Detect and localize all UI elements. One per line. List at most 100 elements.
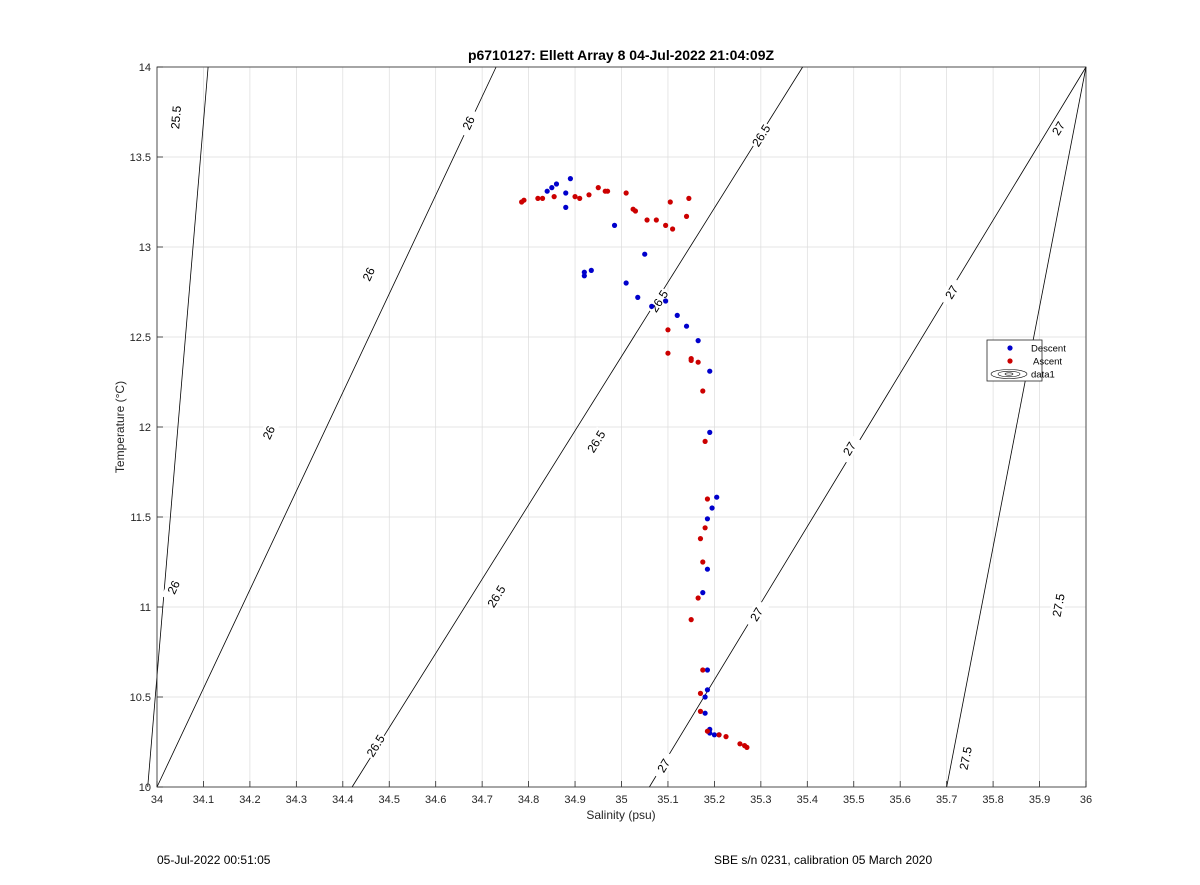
point-descent bbox=[709, 505, 715, 511]
point-ascent bbox=[539, 195, 546, 201]
x-tick-label: 34 bbox=[151, 794, 163, 806]
point-ascent bbox=[700, 667, 706, 673]
x-tick-label: 35.2 bbox=[704, 794, 725, 806]
contour-label: 26 bbox=[256, 417, 281, 448]
legend-label-data1: data1 bbox=[1031, 370, 1055, 381]
point-descent bbox=[704, 516, 711, 522]
point-ascent bbox=[663, 222, 669, 228]
x-tick-label: 35.6 bbox=[889, 794, 910, 806]
y-tick-label: 13 bbox=[139, 242, 151, 254]
x-tick-label: 34.3 bbox=[286, 794, 307, 806]
point-descent bbox=[683, 323, 690, 329]
y-tick-labels: 10 10.5 11 11.5 12 12.5 13 13.5 14 bbox=[130, 62, 151, 794]
x-axis-label: Salinity (psu) bbox=[586, 808, 655, 822]
contour-label: 27.5 bbox=[1048, 591, 1068, 620]
contour-line-25.5 bbox=[147, 66, 209, 788]
point-ascent bbox=[704, 728, 711, 734]
point-descent bbox=[563, 190, 569, 196]
contour-label: 27 bbox=[1045, 113, 1071, 143]
point-descent bbox=[611, 222, 618, 228]
point-descent bbox=[714, 494, 720, 500]
point-ascent bbox=[702, 525, 708, 531]
point-ascent bbox=[702, 438, 708, 444]
point-ascent bbox=[744, 744, 750, 751]
point-descent bbox=[700, 590, 706, 596]
point-ascent bbox=[723, 734, 729, 740]
x-tick-label: 34.9 bbox=[564, 794, 585, 806]
legend-marker-descent bbox=[1007, 345, 1013, 351]
x-tick-labels: 34 34.1 34.2 34.3 34.4 34.5 34.6 34.7 34.8 34.9 35… bbox=[151, 794, 1092, 806]
svg-text:27: 27 bbox=[840, 439, 859, 458]
chart-title: p6710127: Ellett Array 8 04-Jul-2022 21:… bbox=[468, 47, 775, 63]
contour-label: 26 bbox=[456, 108, 481, 138]
legend-box bbox=[986, 339, 1043, 382]
svg-text:26: 26 bbox=[165, 578, 183, 596]
contour-label: 26 bbox=[161, 572, 186, 602]
point-ascent bbox=[572, 194, 578, 200]
point-ascent bbox=[695, 595, 701, 601]
x-tick-label: 34.2 bbox=[239, 794, 260, 806]
svg-text:27.5: 27.5 bbox=[957, 745, 975, 771]
legend[interactable]: Descent Ascent data1 bbox=[986, 339, 1066, 382]
point-descent bbox=[704, 566, 711, 572]
point-ascent bbox=[551, 194, 557, 200]
point-ascent bbox=[697, 536, 704, 542]
contour-line-27 bbox=[649, 66, 1087, 788]
point-ascent bbox=[623, 190, 629, 196]
contour-line-26 bbox=[156, 66, 497, 788]
svg-text:27.5: 27.5 bbox=[1050, 592, 1068, 618]
y-tick-label: 11.5 bbox=[130, 512, 151, 524]
x-tick-label: 35 bbox=[615, 794, 627, 806]
y-tick-label: 12 bbox=[139, 422, 151, 434]
x-tick-label: 34.8 bbox=[518, 794, 539, 806]
y-tick-label: 12.5 bbox=[130, 332, 151, 344]
footer-timestamp: 05-Jul-2022 00:51:05 bbox=[157, 853, 271, 867]
point-descent bbox=[642, 251, 648, 257]
legend-contour-icon bbox=[990, 369, 1028, 379]
point-descent bbox=[674, 312, 680, 318]
point-descent bbox=[695, 338, 701, 344]
y-tick-label: 14 bbox=[139, 62, 151, 74]
point-descent bbox=[588, 267, 594, 273]
point-ascent bbox=[577, 195, 583, 201]
svg-text:27: 27 bbox=[654, 756, 673, 775]
contour-line-26.5 bbox=[351, 66, 803, 788]
point-ascent bbox=[535, 195, 541, 201]
point-ascent bbox=[697, 690, 704, 697]
point-ascent bbox=[669, 226, 676, 232]
contour-label: 26 bbox=[356, 259, 381, 289]
point-ascent bbox=[716, 732, 722, 738]
x-tick-label: 35.3 bbox=[750, 794, 771, 806]
point-descent bbox=[635, 294, 641, 300]
point-ascent bbox=[688, 357, 694, 363]
point-ascent bbox=[632, 208, 639, 214]
contour-label: 27 bbox=[650, 750, 677, 781]
svg-text:25.5: 25.5 bbox=[168, 105, 184, 130]
contour-label: 27 bbox=[938, 277, 965, 307]
point-descent bbox=[663, 298, 669, 304]
point-ascent bbox=[688, 617, 694, 623]
y-axis-label: Temperature (°C) bbox=[113, 381, 127, 473]
point-descent bbox=[563, 204, 569, 210]
point-descent bbox=[711, 732, 718, 738]
x-tick-label: 34.6 bbox=[425, 794, 446, 806]
point-ascent bbox=[704, 496, 711, 502]
point-ascent bbox=[586, 192, 592, 198]
svg-text:27: 27 bbox=[942, 283, 961, 302]
point-ascent bbox=[737, 741, 743, 747]
point-descent bbox=[649, 303, 655, 309]
grid bbox=[156, 66, 1087, 788]
point-ascent bbox=[521, 197, 527, 203]
point-ascent bbox=[665, 327, 671, 333]
y-tick-label: 10 bbox=[139, 782, 151, 794]
x-tick-label: 35.4 bbox=[797, 794, 818, 806]
x-tick-label: 36 bbox=[1080, 794, 1092, 806]
x-tick-label: 35.5 bbox=[843, 794, 864, 806]
contour-line-27.5 bbox=[946, 66, 1087, 788]
point-ascent bbox=[644, 217, 650, 223]
x-tick-label: 35.1 bbox=[657, 794, 678, 806]
data-points bbox=[519, 176, 750, 751]
contour-label: 25.5 bbox=[167, 103, 184, 131]
point-ascent bbox=[683, 213, 690, 219]
